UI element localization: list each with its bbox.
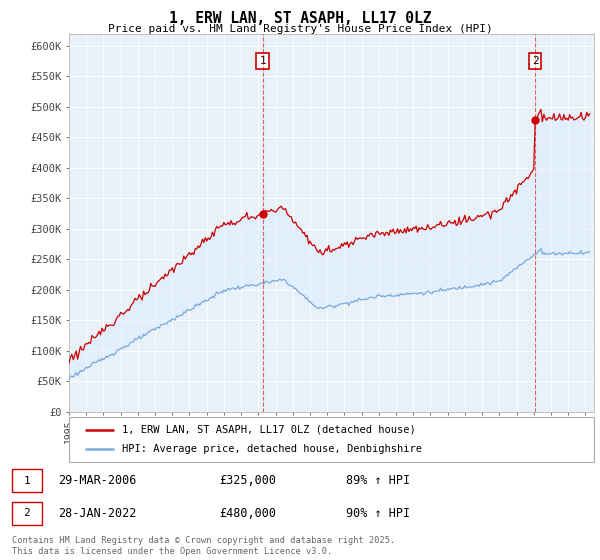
Text: Contains HM Land Registry data © Crown copyright and database right 2025.
This d: Contains HM Land Registry data © Crown c… bbox=[12, 536, 395, 556]
Text: 90% ↑ HPI: 90% ↑ HPI bbox=[346, 507, 410, 520]
Text: 1: 1 bbox=[23, 476, 31, 486]
Text: 28-JAN-2022: 28-JAN-2022 bbox=[58, 507, 136, 520]
Text: 89% ↑ HPI: 89% ↑ HPI bbox=[346, 474, 410, 487]
Bar bbox=[12, 469, 42, 492]
Text: HPI: Average price, detached house, Denbighshire: HPI: Average price, detached house, Denb… bbox=[121, 445, 421, 455]
Text: 2: 2 bbox=[532, 56, 539, 66]
Text: £325,000: £325,000 bbox=[220, 474, 277, 487]
Text: £480,000: £480,000 bbox=[220, 507, 277, 520]
Text: 29-MAR-2006: 29-MAR-2006 bbox=[58, 474, 136, 487]
Text: 1, ERW LAN, ST ASAPH, LL17 0LZ (detached house): 1, ERW LAN, ST ASAPH, LL17 0LZ (detached… bbox=[121, 424, 415, 435]
Text: 2: 2 bbox=[23, 508, 31, 518]
Text: Price paid vs. HM Land Registry's House Price Index (HPI): Price paid vs. HM Land Registry's House … bbox=[107, 24, 493, 34]
Bar bbox=[12, 502, 42, 525]
Text: 1: 1 bbox=[259, 56, 266, 66]
Text: 1, ERW LAN, ST ASAPH, LL17 0LZ: 1, ERW LAN, ST ASAPH, LL17 0LZ bbox=[169, 11, 431, 26]
